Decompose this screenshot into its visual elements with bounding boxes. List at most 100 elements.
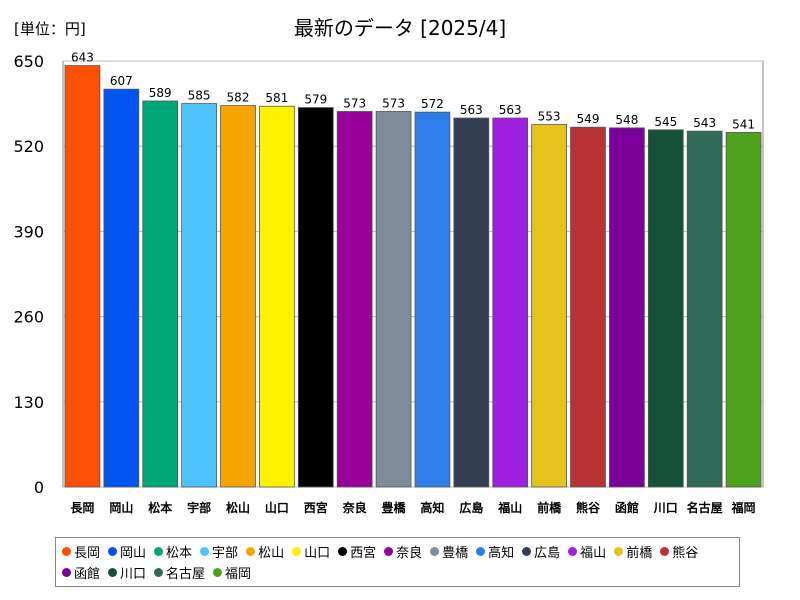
bar <box>725 132 762 488</box>
x-tick-label: 前橋 <box>537 500 562 515</box>
x-tick-label: 広島 <box>459 500 483 515</box>
legend-item: 西宮 <box>338 541 376 562</box>
legend-label: 前橋 <box>626 546 653 561</box>
bar-chart: 0 130 260 390 520 650 643 長岡 607 岡山 589 松本 585 宇部 582 松… <box>13 51 764 515</box>
bar-value-label: 572 <box>421 97 444 111</box>
legend-label: 名古屋 <box>166 567 206 582</box>
x-tick-label: 松本 <box>148 500 172 515</box>
legend-swatch <box>430 547 440 556</box>
legend-label: 長岡 <box>74 546 101 561</box>
legend-swatch <box>246 547 256 556</box>
x-tick-label: 岡山 <box>109 500 133 515</box>
chart-title: 最新のデータ [2025/4] <box>293 16 507 40</box>
legend-item: 山口 <box>292 541 330 562</box>
x-tick-label: 名古屋 <box>687 500 723 515</box>
bar-value-label: 545 <box>654 115 677 129</box>
bar-value-label: 563 <box>460 103 483 117</box>
legend-swatch <box>568 547 578 556</box>
x-tick-label: 宇部 <box>187 500 211 515</box>
bar <box>686 130 723 488</box>
legend-label: 福山 <box>580 546 607 561</box>
legend-label: 福岡 <box>225 567 252 582</box>
x-tick-label: 西宮 <box>304 500 328 515</box>
bar <box>220 105 256 488</box>
x-tick-label: 熊谷 <box>576 500 601 515</box>
legend-label: 高知 <box>488 546 515 561</box>
x-tick-label: 福岡 <box>731 500 756 515</box>
legend-item: 川口 <box>108 562 146 583</box>
bar-value-label: 541 <box>732 117 755 131</box>
y-tick-label: 650 <box>13 52 44 71</box>
bar-value-label: 573 <box>343 96 366 110</box>
bar <box>64 65 101 488</box>
legend-label: 西宮 <box>350 546 377 561</box>
bar-value-label: 582 <box>227 91 250 105</box>
legend-label: 豊橋 <box>442 546 469 561</box>
bar-value-label: 549 <box>577 112 600 126</box>
legend-item: 松本 <box>154 541 192 562</box>
bar-value-label: 548 <box>615 113 638 127</box>
legend-item: 豊橋 <box>430 541 468 562</box>
legend-swatch <box>200 547 210 556</box>
legend-swatch <box>292 547 302 556</box>
y-tick-label: 260 <box>13 308 44 327</box>
y-tick-label: 130 <box>13 393 44 412</box>
legend-item: 前橋 <box>614 541 652 562</box>
x-tick-label: 山口 <box>265 500 289 515</box>
x-tick-label: 函館 <box>615 500 639 515</box>
legend-swatch <box>62 547 71 556</box>
legend-item: 奈良 <box>384 541 422 562</box>
bar <box>259 105 295 488</box>
legend-swatch <box>154 568 164 577</box>
bar <box>414 111 451 488</box>
unit-label: [単位：円] <box>14 20 86 38</box>
bar <box>647 129 684 488</box>
legend-item: 長岡 <box>62 541 100 562</box>
legend-item: 名古屋 <box>154 562 205 583</box>
x-tick-label: 松山 <box>226 500 250 515</box>
legend-item: 福山 <box>568 541 606 562</box>
y-tick-label: 0 <box>34 478 44 497</box>
legend-item: 岡山 <box>108 541 146 562</box>
legend-label: 松本 <box>166 546 193 561</box>
x-tick-label: 奈良 <box>342 500 367 515</box>
bar-value-label: 579 <box>304 93 327 107</box>
bar-value-label: 581 <box>265 91 288 105</box>
x-tick-label: 長岡 <box>70 500 94 515</box>
x-tick-label: 川口 <box>653 501 678 515</box>
legend-label: 広島 <box>534 546 561 561</box>
y-tick-label: 520 <box>13 137 44 156</box>
bar <box>570 126 606 488</box>
bar-value-label: 607 <box>110 74 133 88</box>
bar-value-label: 643 <box>71 51 94 65</box>
legend-label: 松山 <box>258 546 285 561</box>
chart-legend: 長岡 岡山 松本 宇部 松山 山口 西宮 奈良 豊橋 高知 広島 福山 前橋 熊谷函館 川口 名古屋 福岡 <box>55 537 740 587</box>
legend-label: 熊谷 <box>672 546 699 561</box>
y-tick-label: 390 <box>13 222 44 241</box>
bar <box>531 124 567 488</box>
bar-value-label: 573 <box>382 96 405 110</box>
legend-item: 函館 <box>62 562 100 583</box>
legend-swatch <box>108 547 118 556</box>
legend-label: 川口 <box>120 567 147 582</box>
legend-label: 函館 <box>74 567 101 582</box>
legend-item: 福岡 <box>213 562 251 583</box>
bar-value-label: 543 <box>693 116 716 130</box>
legend-item: 宇部 <box>200 541 238 562</box>
bar <box>453 117 490 488</box>
legend-swatch <box>522 547 532 556</box>
legend-swatch <box>660 547 670 556</box>
legend-item: 広島 <box>522 541 560 562</box>
bar <box>142 100 179 488</box>
legend-swatch <box>614 547 624 556</box>
bar <box>336 111 373 488</box>
legend-item: 松山 <box>246 541 284 562</box>
legend-swatch <box>108 568 118 577</box>
legend-label: 宇部 <box>212 546 239 561</box>
legend-label: 山口 <box>304 546 331 561</box>
bar-value-label: 589 <box>149 86 172 100</box>
legend-item: 熊谷 <box>660 541 698 562</box>
plot-area <box>62 60 764 488</box>
bar-value-label: 553 <box>538 110 561 124</box>
bar <box>492 117 529 488</box>
